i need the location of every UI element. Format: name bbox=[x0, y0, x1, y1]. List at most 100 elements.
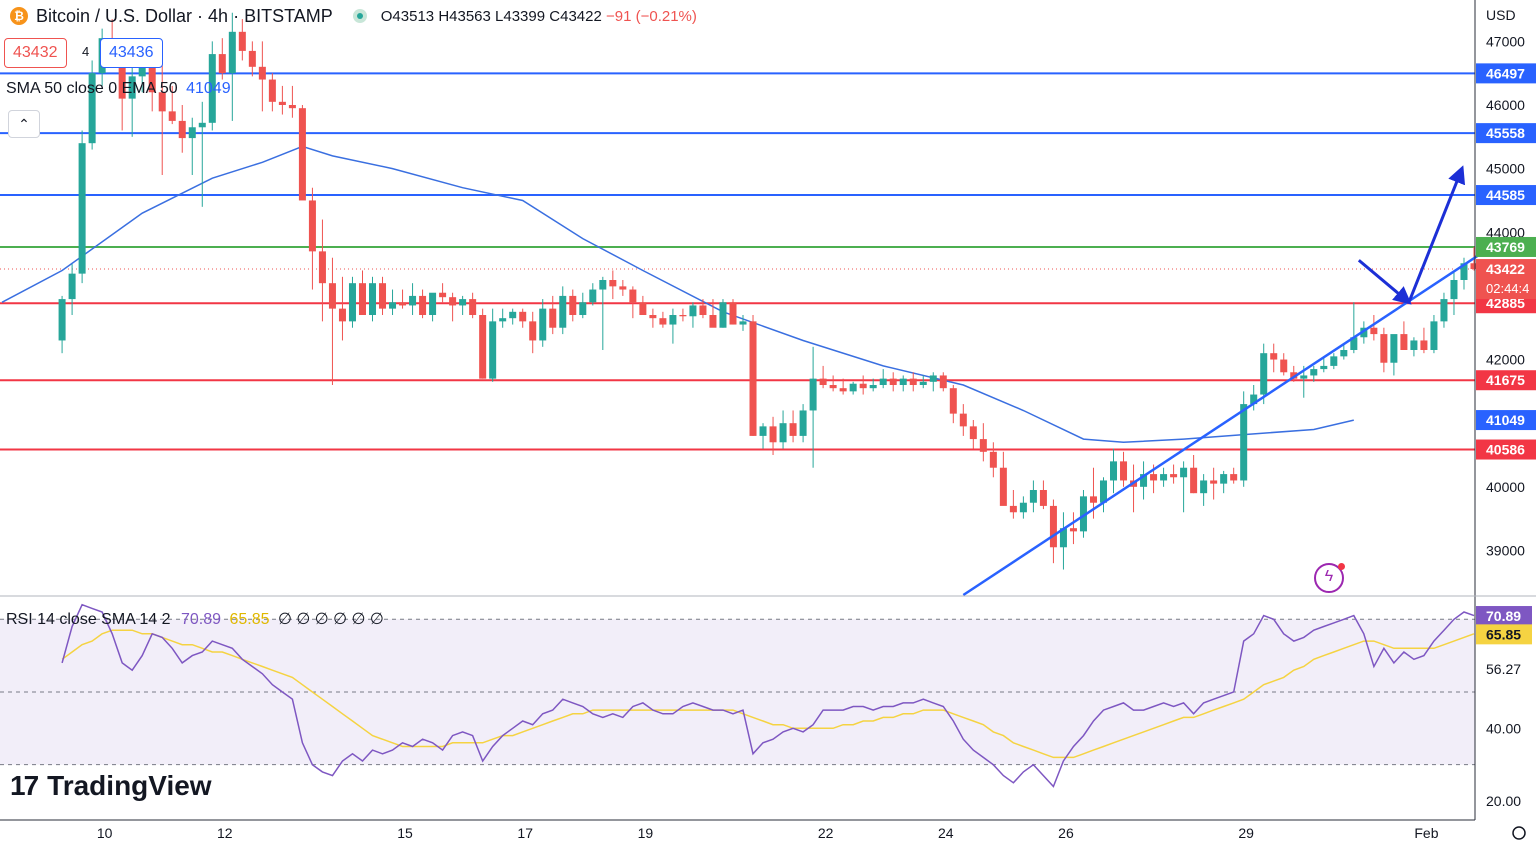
candle-body bbox=[338, 308, 346, 322]
candle-body bbox=[308, 200, 316, 252]
candle-body bbox=[519, 311, 527, 322]
horizontal-levels bbox=[0, 72, 1475, 451]
candle-body bbox=[1290, 372, 1298, 379]
candle-body bbox=[278, 101, 286, 105]
buy-price-button[interactable]: 43436 bbox=[100, 38, 163, 68]
candle-body bbox=[1210, 480, 1218, 484]
candle-body bbox=[1140, 474, 1148, 487]
candle-body bbox=[1390, 334, 1398, 363]
candle-body bbox=[1200, 480, 1208, 494]
collapse-legend-icon[interactable]: ⌃ bbox=[8, 110, 40, 138]
candle-body bbox=[1450, 280, 1458, 300]
candle-body bbox=[1230, 474, 1238, 481]
high-value: H43563 bbox=[438, 7, 491, 25]
candle-body bbox=[268, 79, 276, 102]
candle-body bbox=[969, 426, 977, 440]
price-tick-label: 44000 bbox=[1486, 224, 1525, 240]
price-tag-label: 43422 bbox=[1486, 261, 1525, 277]
candle-body bbox=[869, 385, 877, 389]
candle-body bbox=[859, 383, 867, 389]
candle-body bbox=[399, 302, 407, 306]
candle-body bbox=[1360, 327, 1368, 338]
currency-label: USD bbox=[1486, 7, 1516, 23]
candle-body bbox=[419, 295, 427, 315]
candle-body bbox=[429, 292, 437, 315]
candle-body bbox=[178, 120, 186, 139]
candle-body bbox=[549, 308, 557, 328]
candle-body bbox=[579, 302, 587, 315]
candle-body bbox=[78, 143, 86, 274]
ma50-line bbox=[1, 145, 1354, 444]
candle-body bbox=[1280, 359, 1288, 373]
candle-body bbox=[288, 105, 296, 109]
candle-body bbox=[699, 305, 707, 315]
candle-body bbox=[729, 302, 737, 325]
candle-body bbox=[1220, 474, 1228, 484]
candle-body bbox=[1380, 334, 1388, 363]
candle-body bbox=[1059, 528, 1067, 548]
time-tick-label: 17 bbox=[517, 825, 533, 841]
candle-body bbox=[629, 289, 637, 303]
level-tag-resistance bbox=[1476, 123, 1536, 144]
candle-body bbox=[1370, 327, 1378, 335]
candle-body bbox=[1460, 263, 1468, 280]
candle-body bbox=[1039, 490, 1047, 506]
rsi-legend-label: RSI 14 close SMA 14 2 bbox=[6, 611, 171, 628]
level-tag-resistance bbox=[1476, 185, 1536, 206]
candle-body bbox=[949, 388, 957, 414]
candle-body bbox=[529, 321, 537, 341]
candle-body bbox=[599, 280, 607, 290]
ma-legend[interactable]: SMA 50 close 0 EMA 50 41049 bbox=[6, 80, 231, 98]
rsi-value-tag-label: 65.85 bbox=[1486, 626, 1521, 642]
ma-legend-label: SMA 50 close 0 EMA 50 bbox=[6, 80, 178, 97]
logo-text: TradingView bbox=[47, 770, 212, 801]
candle-body bbox=[489, 321, 497, 379]
candle-body bbox=[228, 31, 236, 74]
candle-body bbox=[929, 375, 937, 382]
candle-body bbox=[379, 283, 387, 309]
candle-body bbox=[539, 308, 547, 341]
level-tag-label: 44585 bbox=[1486, 187, 1525, 203]
candle-body bbox=[449, 297, 457, 306]
candle-body bbox=[1150, 474, 1158, 481]
price-tick-label: 42000 bbox=[1486, 352, 1525, 368]
candle-body bbox=[959, 413, 967, 427]
sell-price-button[interactable]: 43432 bbox=[4, 38, 67, 68]
candle-body bbox=[1430, 321, 1438, 350]
candle-body bbox=[879, 378, 887, 385]
symbol-header: ₿ Bitcoin / U.S. Dollar · 4h · BITSTAMP … bbox=[0, 0, 703, 32]
candle-body bbox=[1120, 461, 1128, 481]
time-tick-label: 10 bbox=[97, 825, 113, 841]
market-status-icon bbox=[352, 9, 367, 23]
candle-body bbox=[208, 54, 216, 123]
candle-body bbox=[1079, 496, 1087, 532]
candle-body bbox=[188, 127, 196, 139]
rsi-pane bbox=[0, 603, 1475, 788]
price-tag-ma bbox=[1476, 410, 1536, 431]
time-tick-label: 15 bbox=[397, 825, 413, 841]
candle-body bbox=[999, 467, 1007, 506]
rsi-sma-legend-value: 65.85 bbox=[229, 611, 270, 628]
candle-body bbox=[248, 50, 256, 67]
time-tick-label: 29 bbox=[1238, 825, 1254, 841]
candle-body bbox=[459, 299, 467, 306]
candle-body bbox=[1099, 480, 1108, 503]
time-tick-label: 24 bbox=[938, 825, 954, 841]
candle-body bbox=[168, 111, 176, 121]
rsi-legend[interactable]: RSI 14 close SMA 14 2 70.89 65.85 ∅ ∅ ∅ … bbox=[6, 609, 384, 629]
open-value: O43513 bbox=[380, 7, 435, 25]
candle-body bbox=[589, 289, 597, 303]
price-tick-label: 45000 bbox=[1486, 161, 1525, 177]
symbol-title[interactable]: Bitcoin / U.S. Dollar · 4h · BITSTAMP bbox=[36, 5, 333, 26]
price-tick-label: 40000 bbox=[1486, 479, 1525, 495]
flash-icon[interactable]: ϟ bbox=[1314, 563, 1345, 593]
candle-body bbox=[989, 451, 997, 468]
level-tag-label: 43769 bbox=[1486, 239, 1525, 255]
candle-body bbox=[1110, 461, 1118, 481]
candle-body bbox=[1069, 528, 1077, 532]
candle-body bbox=[1470, 263, 1478, 270]
candle-body bbox=[899, 378, 907, 385]
candle-body bbox=[1420, 340, 1428, 350]
